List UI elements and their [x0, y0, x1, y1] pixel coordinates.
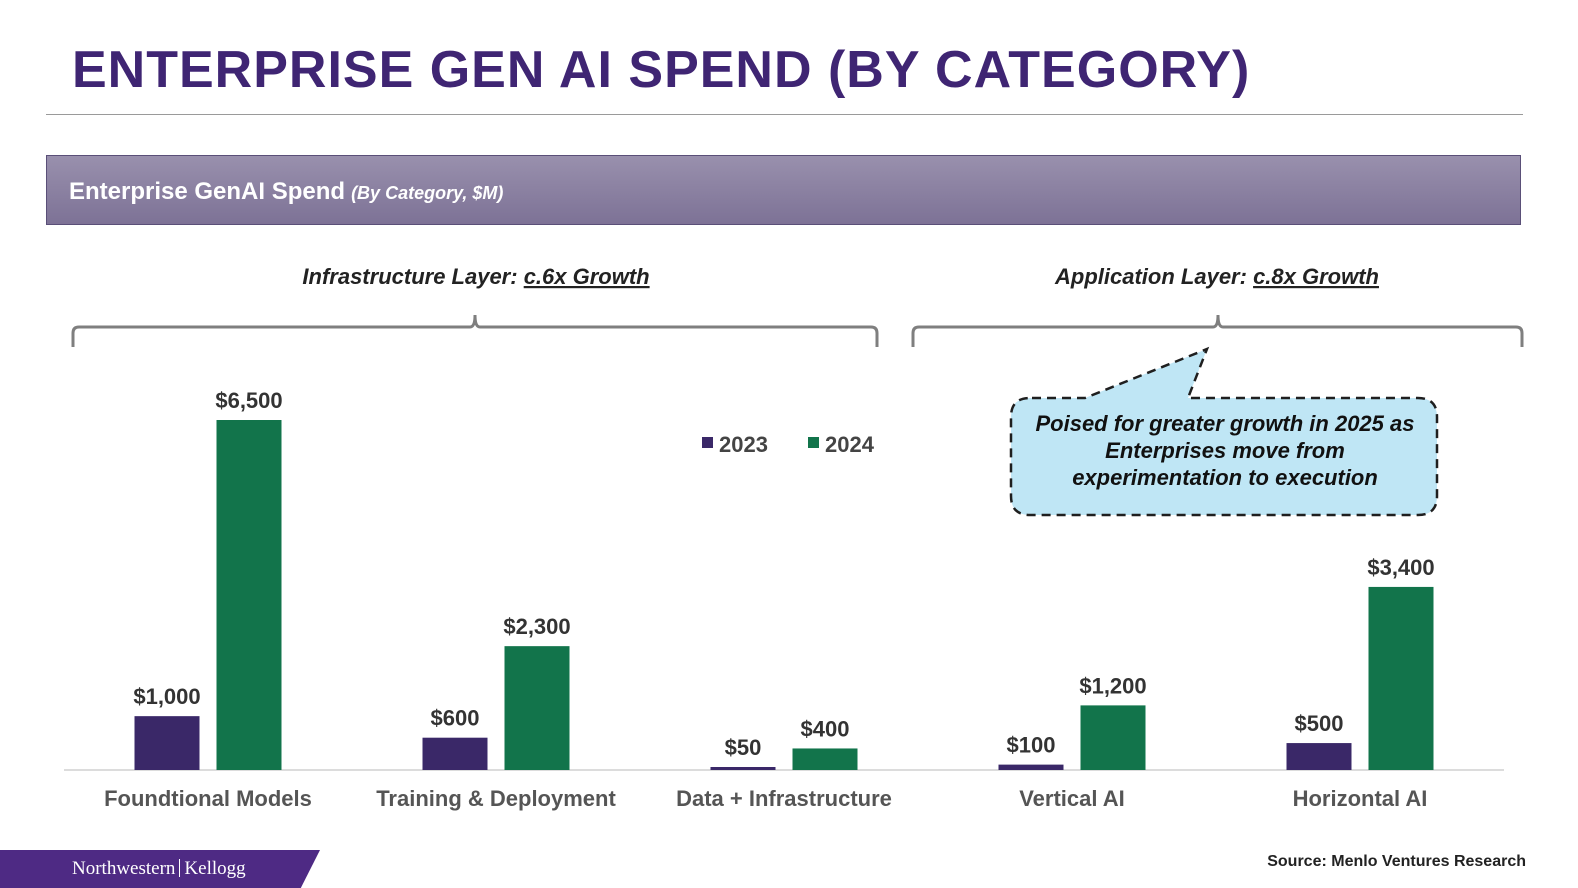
- infrastructure-bracket: [71, 314, 879, 347]
- chart-header-title: Enterprise GenAI Spend: [69, 178, 346, 205]
- category-label-horizontal-ai: Horizontal AI: [1293, 786, 1428, 811]
- bar-2023-horizontal-ai: [1286, 743, 1352, 770]
- bar-2024-foundtional-models: [216, 420, 282, 770]
- infrastructure-layer-growth: c.6x Growth: [524, 264, 650, 289]
- data-label-2023-vertical-ai: $100: [1007, 733, 1056, 758]
- data-label-2023-data-infrastructure: $50: [725, 735, 762, 760]
- legend-swatch-2023: [702, 437, 713, 448]
- legend-swatch-2024: [808, 437, 819, 448]
- category-label-foundtional-models: Foundtional Models: [104, 786, 312, 811]
- data-label-2023-horizontal-ai: $500: [1295, 711, 1344, 736]
- chart-header-subtitle: (By Category, $M): [351, 183, 504, 203]
- bars-layer: $1,000 $6,500 Foundtional Models $600 $2,300…: [104, 388, 1435, 811]
- brand-northwestern: Northwestern: [72, 858, 176, 879]
- chart-header-banner: Enterprise GenAI Spend (By Category, $M): [46, 155, 1521, 225]
- application-layer-growth: c.8x Growth: [1253, 264, 1379, 289]
- infrastructure-layer-label: Infrastructure Layer: c.6x Growth: [302, 264, 649, 289]
- category-label-training-deployment: Training & Deployment: [376, 786, 616, 811]
- legend-label-2023: 2023: [719, 432, 768, 457]
- brand-footer: Northwestern Kellogg: [0, 850, 320, 888]
- bar-2024-vertical-ai: [1080, 705, 1146, 770]
- application-layer-label: Application Layer: c.8x Growth: [1054, 264, 1379, 289]
- bar-2023-data-infrastructure: [710, 767, 776, 770]
- data-label-2023-foundtional-models: $1,000: [133, 684, 200, 709]
- title-divider: [46, 114, 1523, 115]
- application-bracket: [911, 314, 1524, 347]
- category-label-data-infrastructure: Data + Infrastructure: [676, 786, 892, 811]
- bar-2023-foundtional-models: [134, 716, 200, 770]
- infrastructure-layer-prefix: Infrastructure Layer:: [302, 264, 523, 289]
- bar-2023-training-deployment: [422, 737, 488, 770]
- data-label-2024-horizontal-ai: $3,400: [1367, 555, 1434, 580]
- category-label-vertical-ai: Vertical AI: [1019, 786, 1125, 811]
- chart-header-text: Enterprise GenAI Spend (By Category, $M): [69, 178, 503, 206]
- brand-kellogg: Kellogg: [184, 858, 246, 879]
- brand-wordmark: Northwestern Kellogg: [72, 858, 246, 880]
- data-label-2024-data-infrastructure: $400: [801, 716, 850, 741]
- application-layer-prefix: Application Layer:: [1054, 264, 1253, 289]
- bar-2024-training-deployment: [504, 646, 570, 770]
- page-title: ENTERPRISE GEN AI SPEND (BY CATEGORY): [72, 41, 1251, 99]
- bar-2024-horizontal-ai: [1368, 586, 1434, 770]
- data-label-2023-training-deployment: $600: [431, 706, 480, 731]
- data-label-2024-training-deployment: $2,300: [503, 614, 570, 639]
- data-label-2024-foundtional-models: $6,500: [215, 388, 282, 413]
- brand-separator: [179, 859, 181, 877]
- bar-2023-vertical-ai: [998, 764, 1064, 770]
- bar-2024-data-infrastructure: [792, 748, 858, 770]
- source-note: Source: Menlo Ventures Research: [1267, 853, 1526, 870]
- callout-bubble: [1009, 346, 1439, 517]
- callout-text: Poised for greater growth in 2025 as Ent…: [1035, 411, 1415, 490]
- legend-label-2024: 2024: [825, 432, 875, 457]
- data-label-2024-vertical-ai: $1,200: [1079, 673, 1146, 698]
